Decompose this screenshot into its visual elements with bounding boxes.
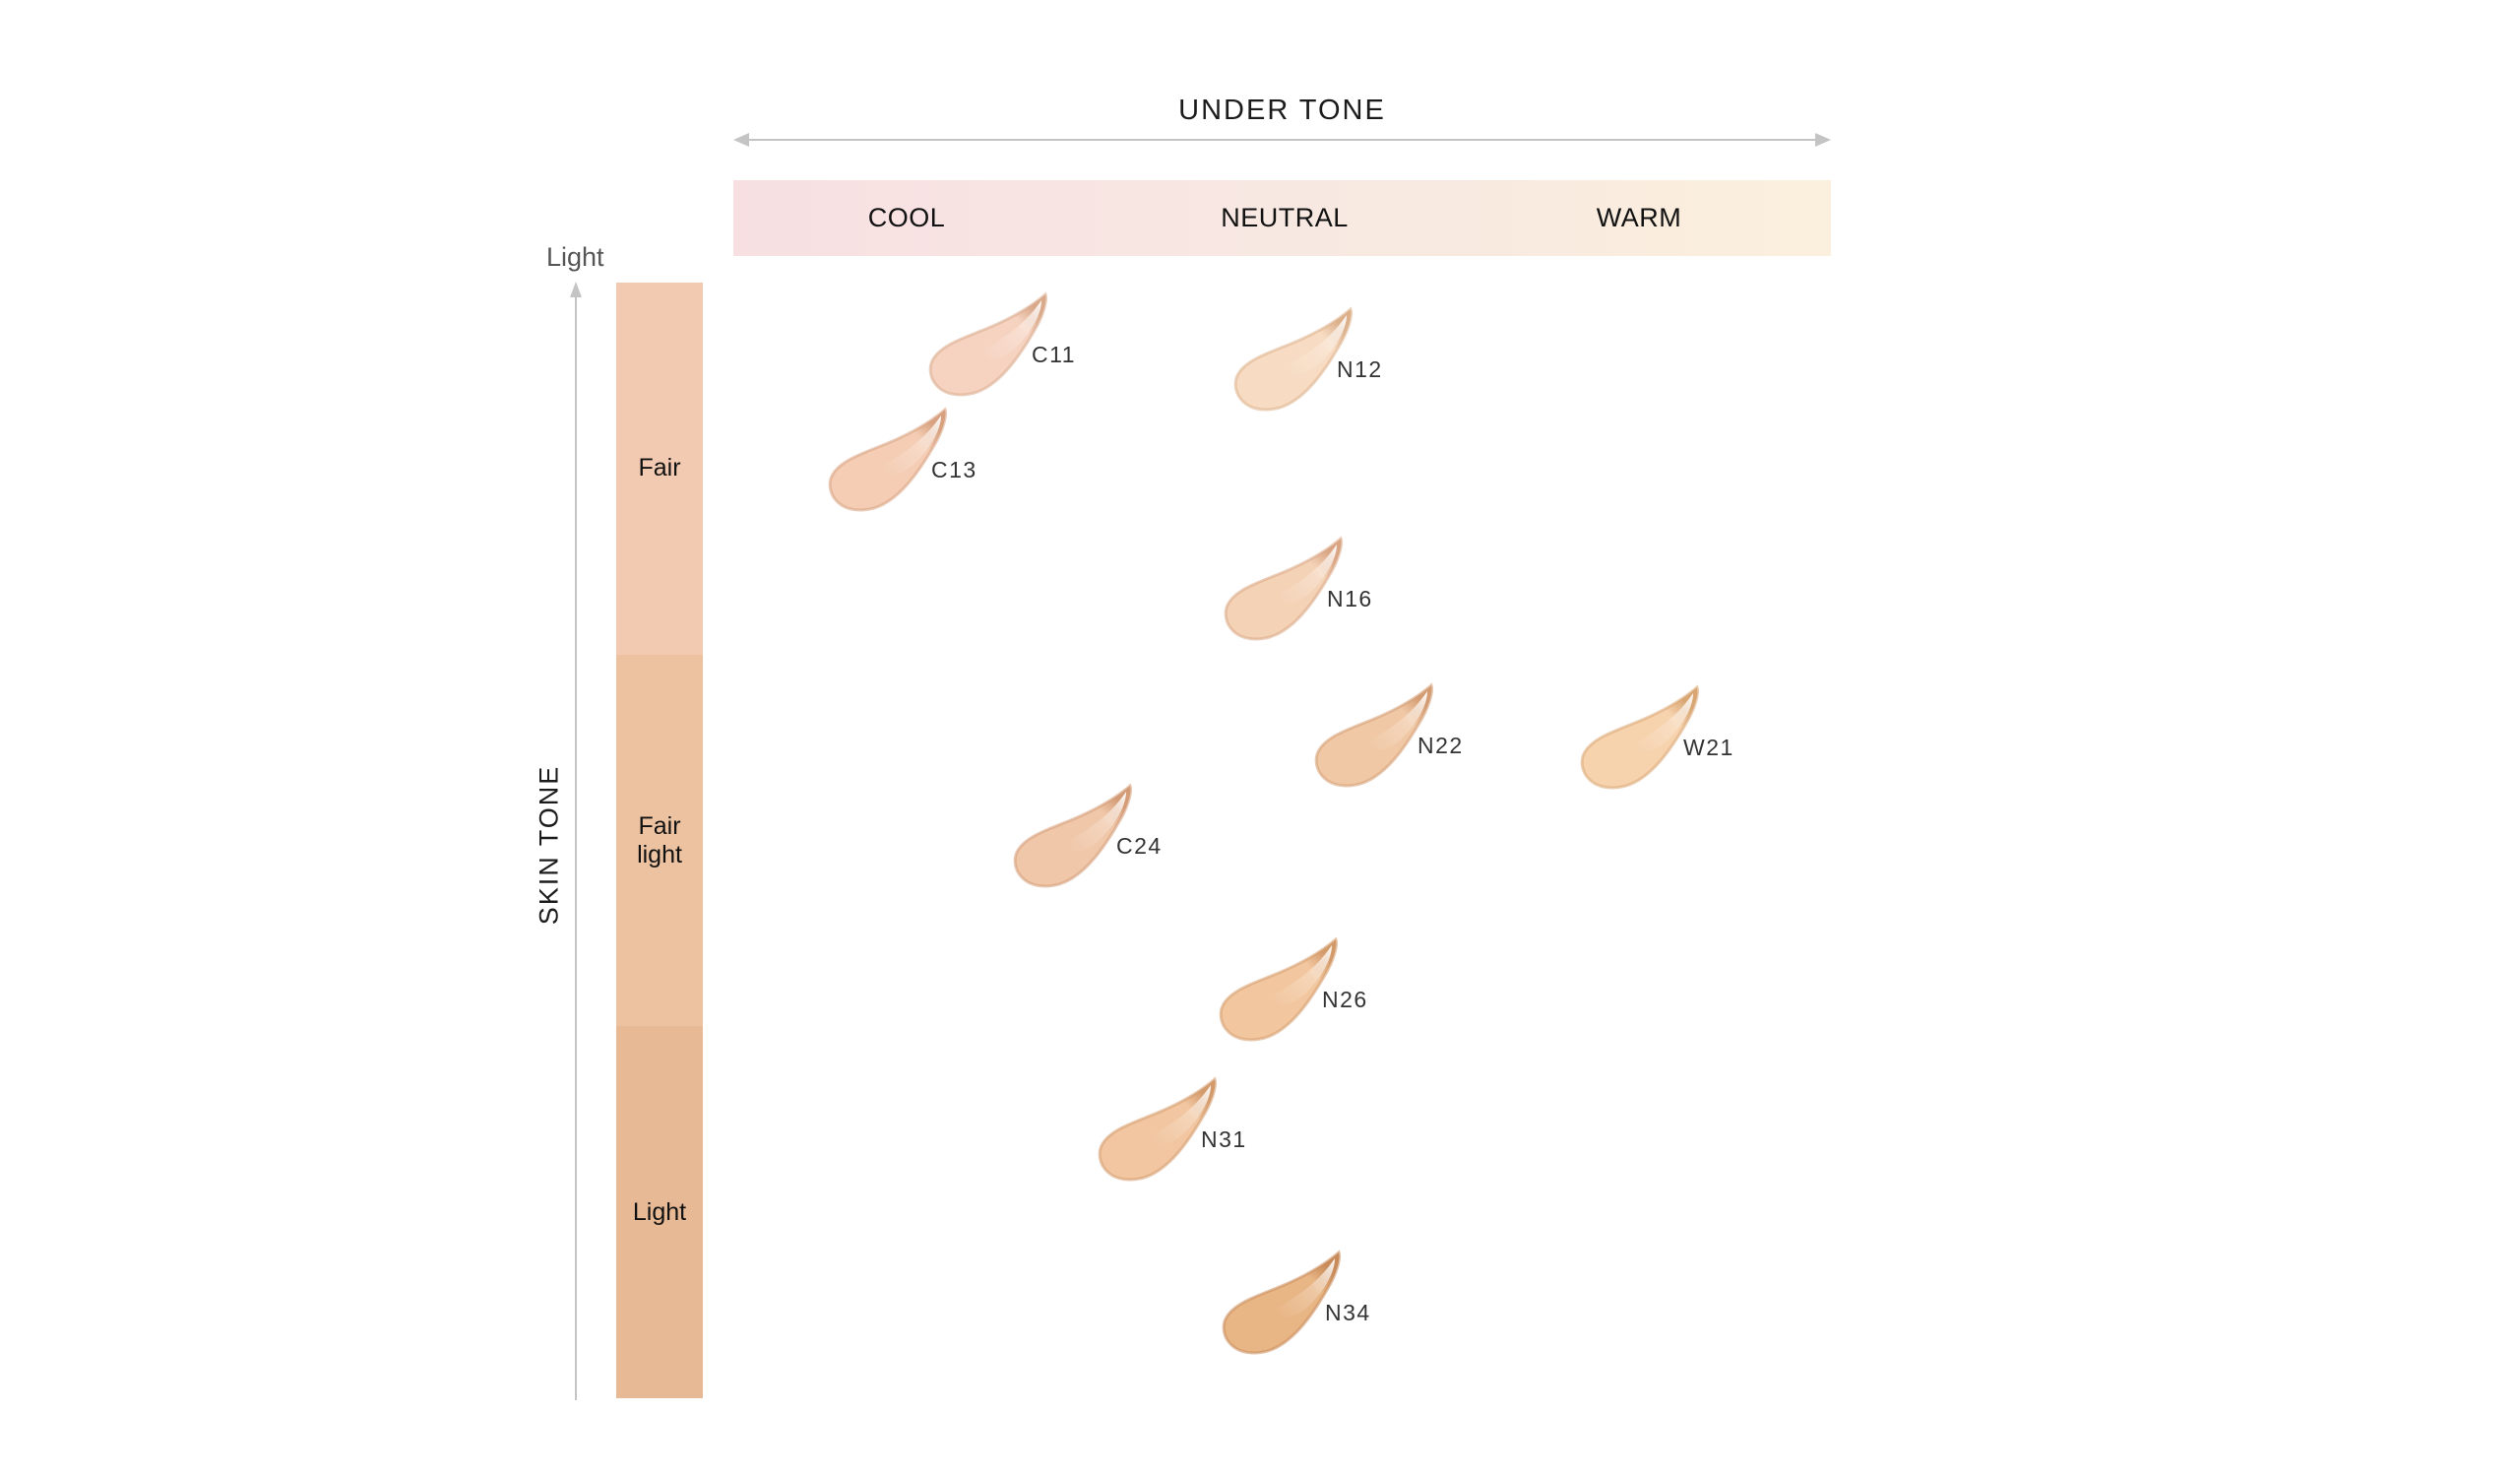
swatch-c11-icon	[925, 290, 1053, 399]
under-tone-gradient-bar: COOL NEUTRAL WARM	[733, 180, 1831, 256]
skin-tone-bar: Fair Fair light Light	[616, 283, 703, 1399]
skin-tone-segment-label: Fair light	[637, 811, 682, 868]
swatch-c11-label: C11	[1032, 342, 1076, 367]
swatch-n26-icon	[1216, 935, 1344, 1044]
swatch-n12-icon	[1230, 305, 1358, 414]
under-tone-warm-label: WARM	[1596, 203, 1682, 232]
skin-tone-title: SKIN TONE	[534, 764, 564, 926]
skin-tone-arrow-icon	[570, 282, 582, 1400]
swatch-w21-label: W21	[1683, 735, 1734, 760]
swatch-n34-icon	[1219, 1249, 1347, 1357]
swatch-c24-label: C24	[1116, 833, 1163, 859]
swatch-n26-label: N26	[1322, 987, 1368, 1012]
under-tone-double-arrow-icon	[733, 133, 1831, 147]
swatch-n16-label: N16	[1327, 586, 1373, 611]
swatch-n31-icon	[1095, 1075, 1223, 1184]
swatch-c13-label: C13	[931, 457, 977, 482]
swatch-w21-icon	[1577, 683, 1705, 792]
swatch-c13-icon	[825, 406, 953, 514]
skin-tone-top-label: Light	[546, 242, 604, 272]
swatch-n34-label: N34	[1325, 1300, 1371, 1325]
skin-tone-segment-label: Light	[632, 1197, 687, 1226]
swatch-n22-icon	[1311, 681, 1439, 790]
under-tone-cool-label: COOL	[867, 203, 946, 232]
skin-tone-segment-light: Light	[616, 1026, 703, 1399]
skin-tone-segment-label: Fair	[638, 454, 681, 482]
swatch-n16-icon	[1221, 535, 1349, 643]
skin-tone-segment-fair-light: Fair light	[616, 654, 703, 1027]
swatch-n22-label: N22	[1418, 733, 1464, 758]
under-tone-title: UNDER TONE	[1178, 95, 1386, 126]
skin-tone-segment-fair: Fair	[616, 283, 703, 655]
swatch-c24-icon	[1010, 782, 1138, 890]
swatch-n12-label: N12	[1337, 356, 1383, 382]
under-tone-neutral-label: NEUTRAL	[1221, 203, 1349, 232]
swatch-n31-label: N31	[1201, 1126, 1247, 1152]
